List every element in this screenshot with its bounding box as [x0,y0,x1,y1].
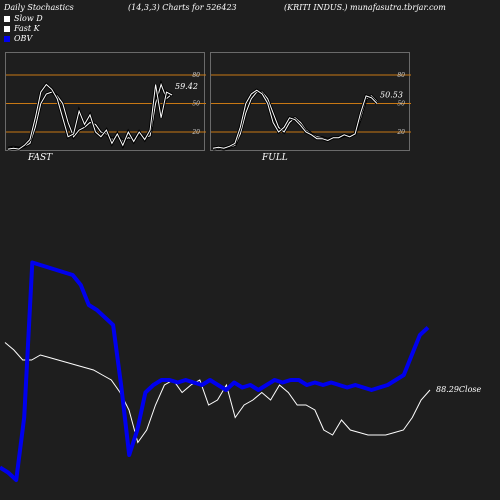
legend-swatch-slow-d [4,16,10,22]
close-price-line [4,342,431,444]
legend-swatch-fast-k [4,26,10,32]
fast-tick-label-20: 20 [191,129,200,136]
legend-label-obv: OBV [14,34,33,43]
fast-series-1-line [7,83,173,150]
full-stochastic-panel: 20 50 80 50.53 [210,52,411,151]
fast-value-label: 59.42 [175,82,198,91]
fast-tick-label-50: 50 [192,101,200,108]
close-value-label: 88.29Close [436,385,482,394]
legend-item-slow-d: Slow D [4,14,43,24]
legend-swatch-obv [4,36,10,42]
full-tick-label-20: 20 [396,129,405,136]
legend-item-fast-k: Fast K [4,24,43,34]
fast-stochastic-plot: 20 50 80 59.42 [6,72,206,151]
full-value-label: 50.53 [380,91,403,100]
chart-params: (14,3,3) Charts for 526423 [128,3,237,12]
chart-source: (KRITI INDUS.) munafasutra.tbrjar.com [284,3,446,12]
fast-tick-label-80: 80 [192,72,200,79]
legend-item-obv: OBV [4,34,43,44]
full-stochastic-plot: 20 50 80 50.53 [211,72,411,151]
full-tick-label-50: 50 [397,101,405,108]
full-panel-label: FULL [262,153,288,163]
obv-line [0,260,430,482]
fast-stochastic-panel: 20 50 80 59.42 [5,52,206,151]
legend-label-slow-d: Slow D [14,14,43,23]
fast-panel-label: FAST [28,153,53,163]
full-tick-label-80: 80 [397,72,405,79]
legend: Slow D Fast K OBV [4,14,43,44]
chart-heading: Daily Stochastics [4,3,74,12]
full-series-1-line [212,89,378,149]
legend-label-fast-k: Fast K [14,24,40,33]
